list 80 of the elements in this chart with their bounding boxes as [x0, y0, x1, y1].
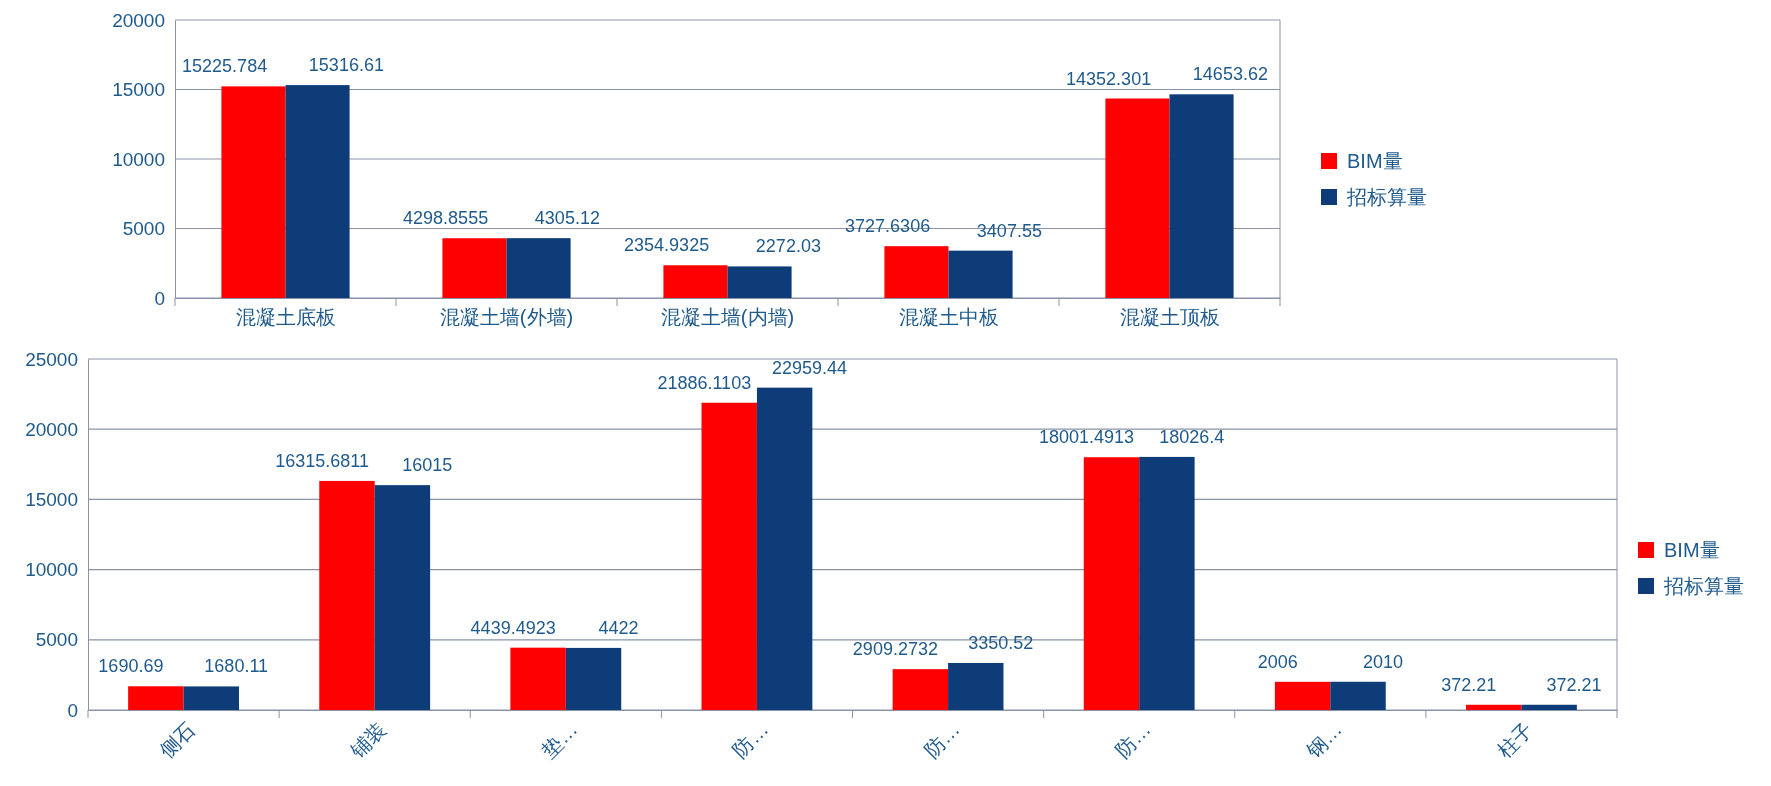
bar [1083, 457, 1140, 710]
y-tick-label: 5000 [35, 629, 78, 651]
y-tick-label: 20000 [112, 9, 165, 31]
x-tick-label: 混凝土墙(内墙) [660, 306, 795, 329]
x-tick-label: 防… [728, 718, 773, 762]
bar [183, 686, 239, 710]
x-tick-label: 防… [1110, 718, 1155, 762]
y-tick-label: 5000 [122, 218, 165, 240]
legend-label: 招标算量 [1346, 186, 1427, 208]
data-label: 3350.52 [968, 632, 1034, 653]
y-tick-label: 0 [154, 287, 165, 309]
bar [1330, 681, 1386, 710]
data-label: 15316.61 [308, 55, 384, 76]
x-tick-label: 混凝土墙(外墙) [439, 306, 574, 329]
data-label: 2909.2732 [852, 639, 938, 660]
y-tick-label: 10000 [25, 559, 78, 581]
data-label: 2354.9325 [624, 235, 710, 256]
bar [884, 246, 949, 298]
bar [285, 85, 350, 298]
data-label: 4305.12 [534, 208, 600, 229]
bar [1139, 456, 1195, 710]
legend-label: BIM量 [1664, 539, 1720, 561]
data-label: 4298.8555 [403, 208, 489, 229]
bar [1274, 681, 1331, 710]
bar [948, 662, 1004, 710]
x-tick-label: 钢… [1301, 718, 1346, 763]
data-label: 1690.69 [98, 656, 164, 677]
bar [565, 647, 622, 710]
bar [442, 238, 507, 298]
legend-label: BIM量 [1347, 150, 1403, 172]
data-label: 3727.6306 [845, 216, 931, 237]
bar [1466, 704, 1522, 710]
data-label: 4422 [598, 617, 639, 638]
y-tick-label: 0 [67, 699, 78, 721]
x-tick-label: 混凝土顶板 [1119, 306, 1220, 329]
y-tick-label: 15000 [112, 79, 165, 101]
x-tick-label: 垫… [537, 718, 582, 762]
data-label: 372.21 [1441, 674, 1497, 695]
data-label: 4439.4923 [470, 617, 556, 638]
x-tick-label: 混凝土中板 [898, 306, 999, 329]
data-label: 2272.03 [755, 236, 821, 257]
bar [663, 265, 728, 298]
data-label: 21886.1103 [657, 372, 752, 393]
bar [221, 86, 286, 298]
data-label: 3407.55 [976, 220, 1042, 241]
bar [756, 387, 813, 710]
x-tick-label: 混凝土底板 [235, 306, 336, 329]
data-label: 22959.44 [772, 357, 848, 378]
bar [1105, 98, 1170, 298]
data-label: 18026.4 [1159, 426, 1225, 447]
data-label: 2006 [1257, 651, 1298, 672]
data-label: 14352.301 [1066, 68, 1152, 89]
data-label: 15225.784 [182, 56, 268, 77]
bar [510, 647, 566, 710]
data-label: 372.21 [1546, 674, 1602, 695]
legend-label: 招标算量 [1663, 575, 1744, 597]
bar [319, 480, 375, 710]
bar [128, 686, 184, 710]
y-tick-label: 15000 [25, 488, 78, 510]
data-label: 14653.62 [1192, 64, 1268, 85]
x-tick-label: 防… [919, 718, 964, 762]
x-tick-label: 侧石 [155, 718, 200, 762]
x-tick-label: 铺装 [345, 718, 391, 763]
data-label: 1680.11 [204, 656, 269, 677]
y-tick-label: 25000 [25, 348, 78, 370]
x-tick-label: 柱子 [1493, 718, 1537, 762]
bar [701, 402, 757, 710]
bar [1521, 704, 1577, 710]
bar [727, 266, 792, 298]
y-tick-label: 10000 [112, 148, 165, 170]
data-label: 18001.4913 [1038, 427, 1135, 448]
bar [1169, 94, 1234, 298]
y-tick-label: 20000 [25, 418, 78, 440]
bar [374, 485, 431, 710]
data-label: 2010 [1362, 651, 1403, 672]
bar [948, 250, 1013, 298]
bar [892, 669, 949, 710]
data-label: 16015 [402, 455, 453, 476]
bar [506, 238, 571, 298]
data-label: 16315.6811 [275, 450, 369, 471]
